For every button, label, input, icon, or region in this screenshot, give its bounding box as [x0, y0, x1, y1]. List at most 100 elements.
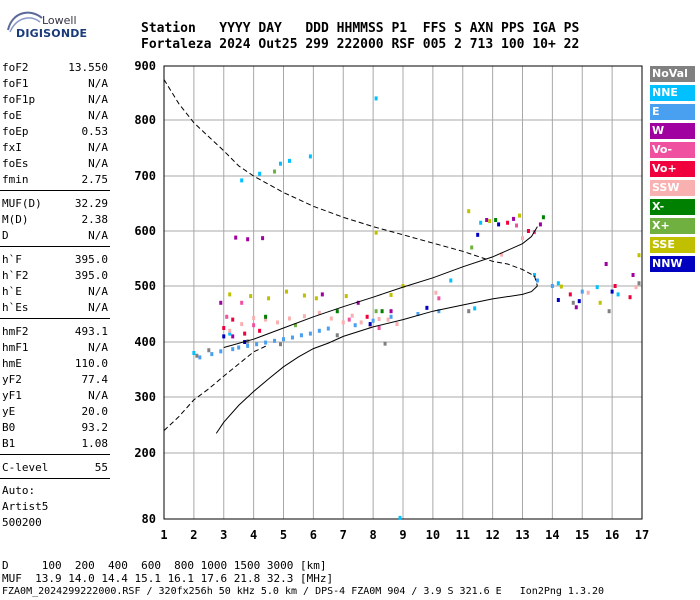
- echo-point: [518, 213, 522, 218]
- y-tick-label: 700: [134, 169, 156, 183]
- profile-dashed-line: [163, 344, 269, 431]
- echo-point: [535, 278, 539, 283]
- echo-point: [246, 343, 250, 348]
- echo-point: [470, 245, 474, 250]
- x-tick-label: 7: [340, 528, 347, 542]
- param-label: D: [2, 229, 9, 242]
- echo-point: [252, 323, 256, 328]
- echo-point: [395, 322, 399, 327]
- echo-point: [616, 292, 620, 297]
- param-label: yF1: [2, 389, 22, 402]
- param-separator: [0, 454, 110, 455]
- y-tick-label: 900: [134, 59, 156, 73]
- legend-item: Vo+: [650, 161, 695, 177]
- echo-point: [273, 338, 277, 343]
- echo-point: [350, 313, 354, 318]
- echo-point: [550, 284, 554, 288]
- echo-point: [210, 352, 214, 357]
- param-row: foF2 13.550: [2, 61, 108, 76]
- param-label: foF2: [2, 61, 29, 74]
- echo-point: [356, 300, 360, 305]
- echo-point: [308, 154, 312, 159]
- echo-point: [222, 326, 226, 330]
- echo-point: [389, 292, 393, 297]
- param-row: hmF2 493.1: [2, 325, 108, 340]
- echo-point: [401, 284, 405, 288]
- echo-point: [374, 230, 378, 235]
- echo-point: [580, 289, 584, 294]
- param-label: h`F2: [2, 269, 29, 282]
- param-label: foEs: [2, 157, 29, 170]
- echo-point: [416, 312, 420, 316]
- echo-point: [195, 353, 199, 358]
- param-value: 55: [94, 461, 108, 474]
- echo-point: [240, 300, 244, 305]
- param-separator: [0, 246, 110, 247]
- echo-point: [347, 317, 351, 322]
- echo-point: [314, 296, 318, 301]
- echo-point: [506, 220, 510, 225]
- param-value: 20.0: [81, 405, 109, 418]
- param-value: 493.1: [74, 325, 108, 338]
- note-code: 500200: [2, 516, 42, 529]
- echo-point: [279, 161, 283, 166]
- param-value: 2.38: [81, 213, 109, 226]
- echo-point: [586, 290, 590, 295]
- footer-file: FZA0M_2024299222000.RSF / 320fx256h 50 k…: [2, 586, 605, 597]
- param-row: MUF(D) 32.29: [2, 197, 108, 212]
- logo-mark: [7, 11, 43, 33]
- param-value: 395.0: [74, 253, 108, 266]
- param-label: fxI: [2, 141, 22, 154]
- x-tick-label: 12: [485, 528, 499, 542]
- echo-point: [207, 348, 211, 353]
- param-label: C-level: [2, 461, 49, 474]
- param-label: foEp: [2, 125, 29, 138]
- echo-point: [264, 317, 268, 322]
- legend-item: SSE: [650, 237, 695, 253]
- logo-digisonde: DIGISONDE: [16, 27, 88, 40]
- echo-point: [568, 292, 572, 297]
- echo-point: [368, 322, 372, 327]
- param-separator: [0, 478, 110, 479]
- echo-point: [326, 326, 330, 331]
- echo-point: [577, 299, 581, 304]
- echo-point: [595, 285, 599, 290]
- echo-point: [290, 335, 294, 340]
- echo-point: [637, 281, 641, 286]
- param-label: B0: [2, 421, 16, 434]
- param-row: fmin 2.75: [2, 173, 108, 188]
- echo-point: [273, 169, 277, 174]
- echo-point: [359, 320, 363, 325]
- echo-point: [302, 314, 306, 319]
- y-tick-label: 80: [142, 512, 156, 526]
- param-value: N/A: [88, 301, 108, 314]
- param-label: yF2: [2, 373, 22, 386]
- echo-point: [541, 215, 545, 220]
- x-tick-label: 5: [280, 528, 287, 542]
- echo-point: [249, 294, 253, 299]
- legend-item: X+: [650, 218, 695, 234]
- param-row: foF1 N/A: [2, 77, 108, 92]
- x-tick-label: 3: [220, 528, 227, 542]
- param-value: 32.29: [74, 197, 108, 210]
- echo-point: [264, 340, 268, 345]
- digisonde-logo: Lowell DIGISONDE: [2, 4, 122, 48]
- echo-point: [476, 232, 480, 237]
- param-label: foE: [2, 109, 22, 122]
- x-tick-label: 1: [160, 528, 167, 542]
- echo-point: [386, 317, 390, 322]
- param-label: hmF1: [2, 341, 29, 354]
- y-tick-label: 300: [134, 390, 156, 404]
- echo-point: [467, 209, 471, 214]
- echo-point: [284, 289, 288, 294]
- echo-point: [628, 295, 632, 300]
- x-tick-label: 16: [605, 528, 619, 542]
- echo-point: [607, 309, 611, 314]
- echo-point: [276, 320, 280, 325]
- echo-point: [634, 285, 638, 290]
- echo-point: [317, 310, 321, 315]
- ionogram-chart: 1 2 3 4 5 6 7 8 9 10 11 12 13 14 15 16 17802003004005006…: [134, 59, 649, 542]
- param-row: B0 93.2: [2, 421, 108, 436]
- echo-point: [556, 298, 560, 302]
- param-row: yF2 77.4: [2, 373, 108, 388]
